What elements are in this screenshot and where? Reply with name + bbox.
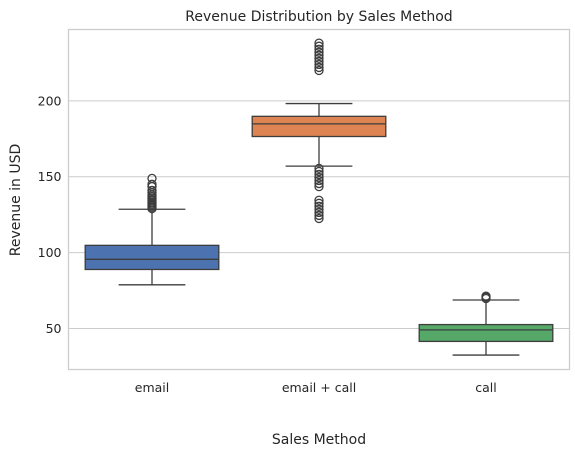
y-tick-label: 100 (38, 245, 62, 260)
outlier-point (314, 50, 324, 60)
y-axis-label: Revenue in USD (8, 144, 24, 257)
outlier-point (314, 213, 324, 224)
outlier-point (314, 47, 324, 57)
outlier-point (314, 201, 324, 211)
box-iqr (418, 323, 554, 343)
outlier-point (147, 185, 157, 196)
y-tick-label: 50 (46, 321, 62, 336)
outlier-point (481, 291, 491, 301)
box-group-email (84, 173, 220, 286)
outlier-point (314, 198, 324, 208)
outlier-point (147, 179, 157, 189)
outlier-point (314, 65, 324, 76)
outlier-point (314, 41, 324, 51)
y-tick-labels: 50 100 150 200 (38, 93, 62, 336)
outlier-point (314, 178, 324, 189)
outlier-point (314, 59, 324, 70)
outlier-point (314, 181, 324, 192)
outlier-point (314, 169, 324, 180)
outlier-point (314, 53, 324, 63)
outlier-point (314, 56, 324, 67)
outlier-point (314, 163, 324, 174)
outlier-point (314, 166, 324, 177)
outlier-point (314, 195, 324, 205)
chart-title: Revenue Distribution by Sales Method (185, 9, 452, 25)
y-tick-label: 200 (38, 93, 62, 108)
box-group-email-call (251, 38, 387, 224)
outlier-point (314, 62, 324, 73)
outlier-point (147, 173, 157, 184)
y-tick-label: 150 (38, 169, 62, 184)
outlier-point (314, 172, 324, 183)
outlier-point (314, 207, 324, 218)
box-group-call (418, 291, 554, 356)
plot-frame (67, 28, 571, 371)
outlier-point (314, 44, 324, 54)
x-tick-label: call (475, 380, 496, 395)
outlier-point (314, 38, 324, 48)
x-tick-labels: email email + call call (135, 380, 497, 395)
outlier-point (314, 204, 324, 215)
outlier-point (314, 210, 324, 221)
x-tick-label: email (135, 380, 169, 395)
outlier-point (314, 175, 324, 186)
boxes-layer (84, 38, 554, 356)
x-axis-label: Sales Method (272, 432, 366, 448)
box-iqr (84, 244, 220, 271)
box-iqr (251, 115, 387, 138)
x-tick-label: email + call (282, 380, 356, 395)
